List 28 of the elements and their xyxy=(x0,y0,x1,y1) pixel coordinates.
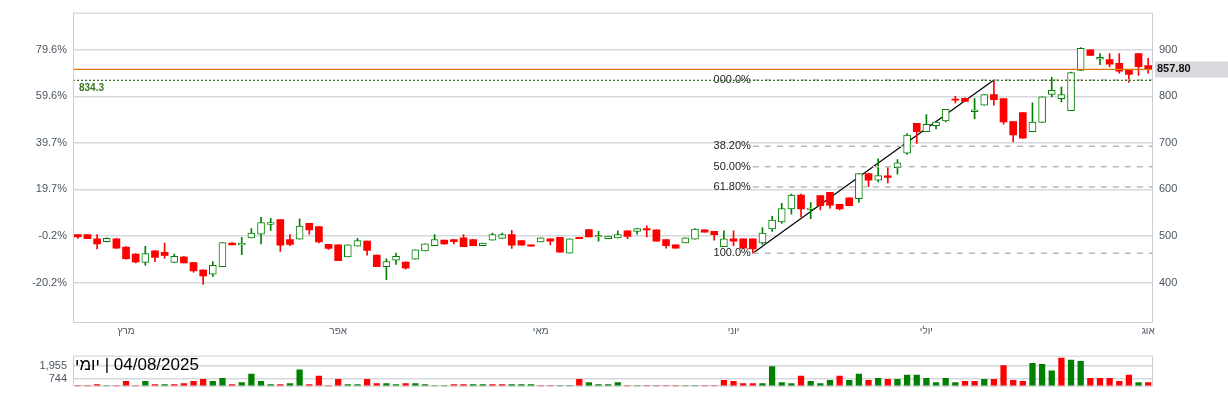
annotation: 50.00% xyxy=(713,159,752,172)
ref-line-label: 857.80 xyxy=(1157,62,1191,75)
x-tick-label: מרץ xyxy=(117,324,135,336)
annotation: 61.80% xyxy=(713,180,752,193)
annotation: 100.0% xyxy=(713,246,752,259)
annotation: 000.0% xyxy=(713,73,752,86)
y2-tick-label: -0.2% xyxy=(38,228,68,241)
ref-line-label: 834.3 xyxy=(79,82,105,94)
y2-tick-label: -20.2% xyxy=(32,275,68,288)
y2-tick-label: 19.7% xyxy=(35,182,68,195)
y-tick-label: 400 xyxy=(1159,275,1178,288)
x-tick-label: אוג xyxy=(1141,324,1156,336)
x-tick-label: יולי xyxy=(919,324,933,336)
y-tick-label: 600 xyxy=(1159,182,1178,195)
y-tick-label: 744 xyxy=(48,371,67,384)
x-tick-label: מאי xyxy=(532,324,549,336)
y2-tick-label: 39.7% xyxy=(35,135,68,148)
y-tick-label: 500 xyxy=(1159,229,1178,242)
y-tick-label: 800 xyxy=(1159,89,1178,102)
x-tick-label: אפר xyxy=(329,324,348,336)
y-tick-label: 1,955 xyxy=(39,358,67,371)
annotation: 38.20% xyxy=(713,139,752,152)
y2-tick-label: 79.6% xyxy=(35,42,68,55)
y-tick-label: 700 xyxy=(1159,135,1178,148)
x-tick-label: יוני xyxy=(727,324,740,336)
y2-tick-label: 59.6% xyxy=(35,89,68,102)
y-tick-label: 900 xyxy=(1159,42,1178,55)
annotation: 04/08/2025 | יומי xyxy=(75,354,199,374)
